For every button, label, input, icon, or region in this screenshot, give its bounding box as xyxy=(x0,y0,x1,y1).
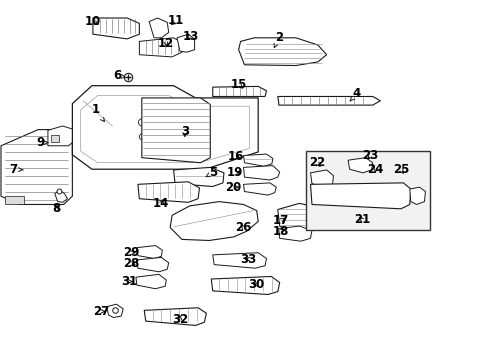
Polygon shape xyxy=(243,166,279,180)
Text: 4: 4 xyxy=(349,87,360,101)
Text: 17: 17 xyxy=(272,214,289,227)
Text: 29: 29 xyxy=(122,246,139,259)
Polygon shape xyxy=(5,196,24,204)
Text: 12: 12 xyxy=(158,37,174,50)
Polygon shape xyxy=(409,187,425,204)
Polygon shape xyxy=(48,126,76,146)
Polygon shape xyxy=(278,226,311,241)
Text: 14: 14 xyxy=(153,197,169,210)
Text: 13: 13 xyxy=(182,30,199,42)
Polygon shape xyxy=(277,96,380,105)
Text: 28: 28 xyxy=(122,257,139,270)
Polygon shape xyxy=(144,308,206,325)
Polygon shape xyxy=(238,38,326,66)
Text: 33: 33 xyxy=(240,253,256,266)
Text: 5: 5 xyxy=(205,166,216,179)
Polygon shape xyxy=(137,246,162,258)
Text: 15: 15 xyxy=(230,78,246,91)
Text: 8: 8 xyxy=(52,202,60,215)
Text: 11: 11 xyxy=(167,14,184,27)
Polygon shape xyxy=(243,183,276,195)
Polygon shape xyxy=(1,130,72,204)
Polygon shape xyxy=(173,167,224,186)
Polygon shape xyxy=(170,202,258,240)
Bar xyxy=(305,151,429,230)
Text: 3: 3 xyxy=(181,125,188,138)
Polygon shape xyxy=(72,86,258,169)
Text: 9: 9 xyxy=(36,136,48,149)
Text: 32: 32 xyxy=(171,313,188,326)
Polygon shape xyxy=(138,182,199,202)
Text: 31: 31 xyxy=(121,275,138,288)
Polygon shape xyxy=(136,274,166,289)
Polygon shape xyxy=(55,190,67,202)
Text: 6: 6 xyxy=(113,69,125,82)
Text: 26: 26 xyxy=(235,221,251,234)
Polygon shape xyxy=(139,38,183,57)
Polygon shape xyxy=(51,135,59,142)
Text: 1: 1 xyxy=(91,103,104,122)
Text: 23: 23 xyxy=(362,149,378,162)
Text: 7: 7 xyxy=(10,163,23,176)
Polygon shape xyxy=(212,253,266,268)
Polygon shape xyxy=(339,202,372,230)
Text: 2: 2 xyxy=(274,31,282,48)
Text: 22: 22 xyxy=(308,156,325,169)
Text: 25: 25 xyxy=(392,163,408,176)
Polygon shape xyxy=(149,18,168,38)
Text: 16: 16 xyxy=(227,150,244,163)
Text: 10: 10 xyxy=(84,15,101,28)
Polygon shape xyxy=(310,170,333,187)
Polygon shape xyxy=(243,154,272,166)
Text: 30: 30 xyxy=(248,278,264,291)
Polygon shape xyxy=(310,183,410,209)
Polygon shape xyxy=(211,276,279,294)
Polygon shape xyxy=(93,18,139,39)
Text: 18: 18 xyxy=(272,225,289,238)
Text: 21: 21 xyxy=(353,213,369,226)
Text: 27: 27 xyxy=(93,305,110,318)
Text: 20: 20 xyxy=(225,181,242,194)
Polygon shape xyxy=(212,86,266,96)
Polygon shape xyxy=(277,203,321,231)
Polygon shape xyxy=(142,98,210,163)
Polygon shape xyxy=(106,304,123,318)
Polygon shape xyxy=(137,257,168,272)
Text: 19: 19 xyxy=(226,166,243,179)
Text: 24: 24 xyxy=(366,163,383,176)
Polygon shape xyxy=(177,34,194,52)
Polygon shape xyxy=(347,158,372,173)
